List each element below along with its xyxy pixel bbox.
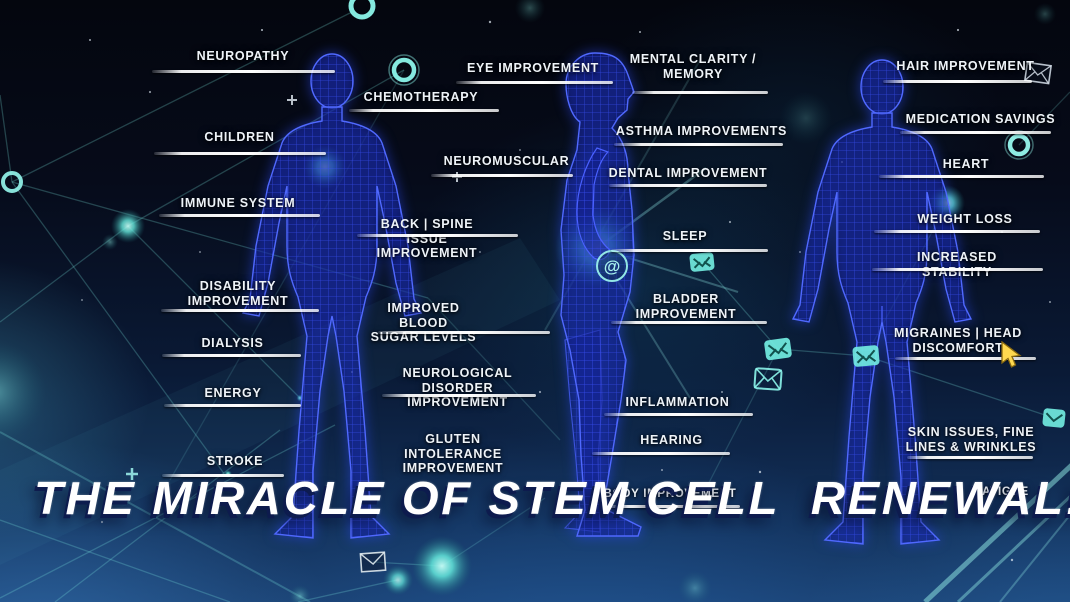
label-eye-improvement: EYE IMPROVEMENT	[466, 61, 600, 75]
label-skin-issues-fine-lines-wrinkles: SKIN ISSUES, FINE LINES & WRINKLES	[905, 425, 1037, 454]
label-underline	[154, 152, 326, 155]
label-asthma-improvements: ASTHMA IMPROVEMENTS	[615, 124, 788, 138]
label-neurological-disorder-improvement: NEUROLOGICAL DISORDER IMPROVEMENT	[402, 366, 513, 409]
label-dialysis: DIALYSIS	[201, 336, 264, 350]
label-underline	[907, 456, 1033, 459]
label-underline	[349, 109, 499, 112]
wireframe-figure-side	[560, 52, 642, 537]
label-hearing: HEARING	[640, 433, 703, 447]
plus-icon	[287, 95, 462, 182]
plus-icon	[126, 468, 138, 480]
label-neuropathy: NEUROPATHY	[196, 49, 290, 63]
label-underline	[456, 81, 613, 84]
label-neuromuscular: NEUROMUSCULAR	[443, 154, 570, 168]
label-underline	[431, 174, 573, 177]
label-body-improvement-obscured: BODY IMPROVEMENT	[603, 488, 737, 500]
label-underline	[357, 234, 518, 237]
star-specks	[81, 20, 1051, 562]
label-underline	[162, 354, 301, 357]
label-improved-blood-sugar-levels: IMPROVED BLOOD SUGAR LEVELS	[370, 301, 477, 344]
envelope-icon	[1023, 61, 1053, 85]
ring-icon	[1, 171, 23, 193]
label-underline	[606, 505, 740, 508]
label-underline	[874, 230, 1040, 233]
label-stroke: STROKE	[206, 454, 264, 468]
ring-icon	[348, 0, 376, 20]
network-lines	[0, 11, 1070, 602]
label-sleep: SLEEP	[662, 229, 708, 243]
wireframe-figure-back	[791, 59, 973, 545]
label-heart: HEART	[942, 157, 990, 171]
label-underline	[632, 91, 768, 94]
label-underline	[159, 214, 320, 217]
at-sign-icon: @	[596, 250, 628, 282]
label-mental-clarity-memory: MENTAL CLARITY / MEMORY	[629, 52, 757, 81]
label-back-spine-issue-improvement: BACK | SPINE ISSUE IMPROVEMENT	[376, 217, 478, 260]
label-underline	[900, 131, 1051, 134]
envelope-icon	[764, 337, 792, 361]
label-underline	[611, 321, 767, 324]
label-fatigue-obscured: FATIGUE	[975, 486, 1029, 498]
main-title: THE MIRACLE OF STEM CELL RENEWAL!	[34, 472, 1070, 524]
label-underline	[152, 70, 335, 73]
at-glyph: @	[604, 257, 621, 276]
label-bladder-improvement: BLADDER IMPROVEMENT	[635, 292, 737, 321]
label-increased-stability: INCREASED STABILITY	[917, 250, 997, 279]
envelope-icon	[1042, 408, 1066, 428]
label-underline	[872, 268, 1043, 271]
label-underline	[611, 249, 768, 252]
label-dental-improvement: DENTAL IMPROVEMENT	[608, 166, 768, 180]
label-inflammation: INFLAMMATION	[625, 395, 730, 409]
label-migraines-head-discomfort: MIGRAINES | HEAD DISCOMFORT	[894, 326, 1022, 355]
label-disability-improvement: DISABILITY IMPROVEMENT	[187, 279, 289, 308]
label-immune-system: IMMUNE SYSTEM	[180, 196, 296, 210]
ring-icon	[388, 54, 420, 86]
envelope-icon	[359, 551, 387, 573]
envelope-icon	[753, 367, 783, 391]
mouse-cursor-icon	[1001, 341, 1022, 368]
label-children: CHILDREN	[204, 130, 275, 144]
label-underline	[161, 309, 319, 312]
label-chemotherapy: CHEMOTHERAPY	[363, 90, 479, 104]
label-underline	[879, 175, 1044, 178]
label-medication-savings: MEDICATION SAVINGS	[905, 112, 1056, 126]
label-underline	[592, 452, 730, 455]
envelope-icon	[852, 345, 880, 367]
label-underline	[883, 80, 1032, 83]
label-underline	[378, 331, 550, 334]
label-underline	[895, 357, 1036, 360]
label-weight-loss: WEIGHT LOSS	[917, 212, 1013, 226]
label-hair-improvement: HAIR IMPROVEMENT	[896, 59, 1035, 73]
label-underline	[604, 413, 753, 416]
label-underline	[164, 404, 301, 407]
label-energy: ENERGY	[204, 386, 262, 400]
label-underline	[609, 184, 767, 187]
label-underline	[162, 474, 284, 477]
label-gluten-intolerance-improvement: GLUTEN INTOLERANCE IMPROVEMENT	[402, 432, 504, 475]
label-underline	[382, 394, 536, 397]
envelope-icon	[689, 252, 715, 272]
label-underline	[614, 143, 783, 146]
